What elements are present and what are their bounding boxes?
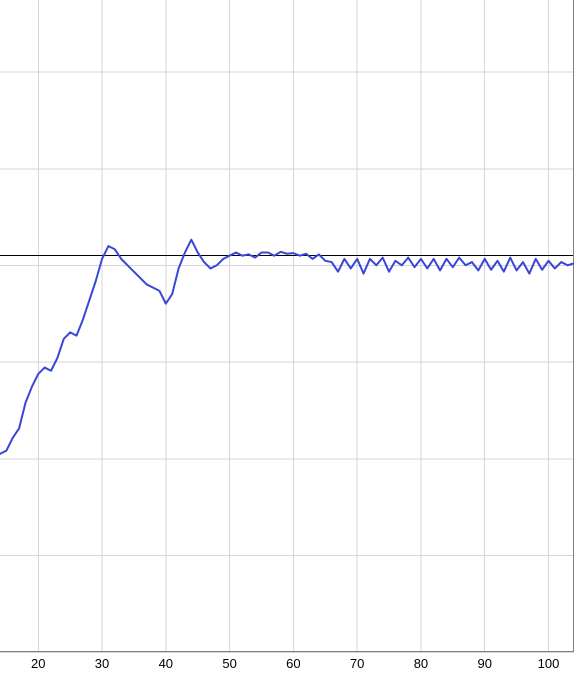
chart-canvas: 20 30 40 50 60 70 80 90 100: [0, 0, 574, 677]
x-tick-label: 80: [414, 656, 428, 671]
x-tick-label: 60: [286, 656, 300, 671]
line-chart: 20 30 40 50 60 70 80 90 100: [0, 0, 574, 677]
x-tick-label: 20: [31, 656, 45, 671]
x-tick-label: 50: [222, 656, 236, 671]
x-tick-label: 90: [477, 656, 491, 671]
x-tick-label: 100: [538, 656, 560, 671]
x-tick-label: 70: [350, 656, 364, 671]
x-tick-label: 30: [95, 656, 109, 671]
x-tick-label: 40: [159, 656, 173, 671]
